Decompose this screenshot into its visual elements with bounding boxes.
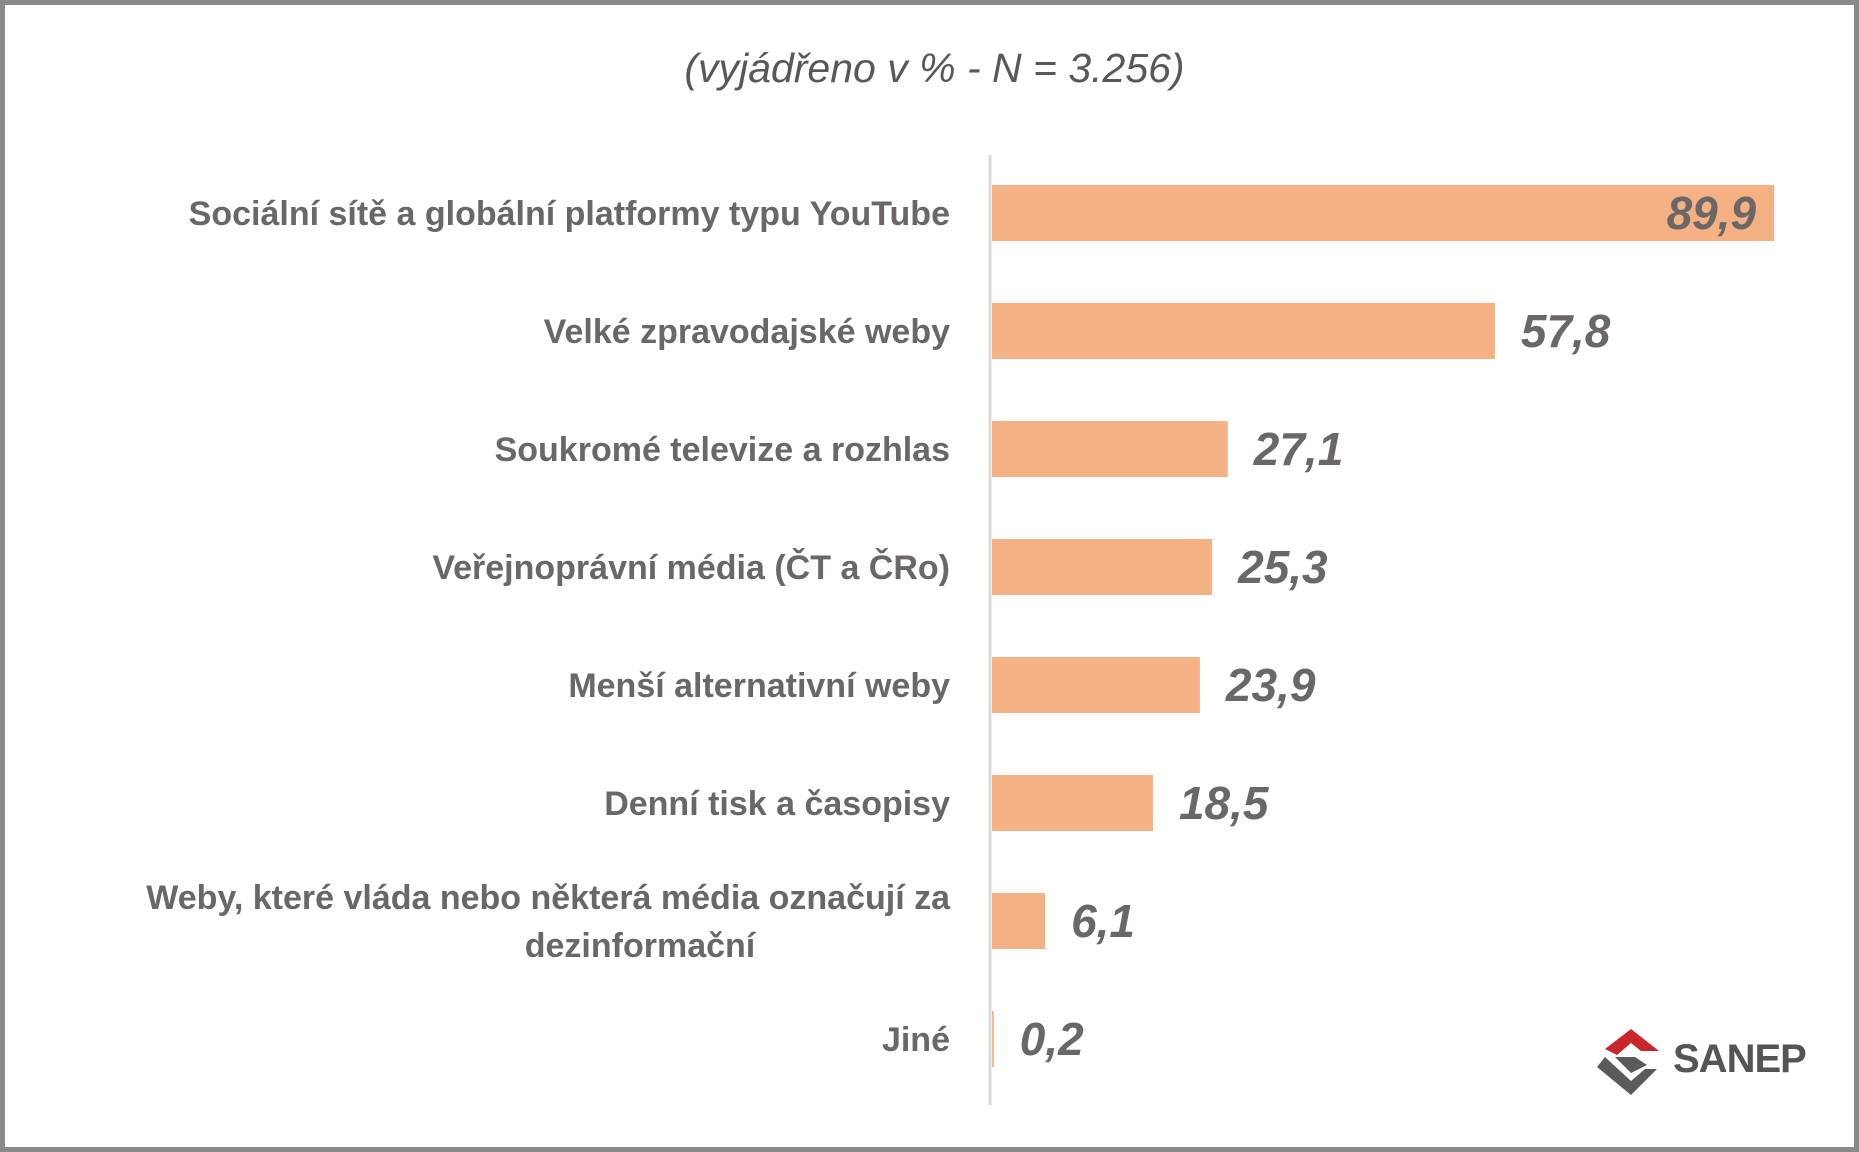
category-labels-group: Sociální sítě a globální platformy typu … (146, 195, 951, 1059)
bar-chart: Sociální sítě a globální platformy typu … (146, 155, 1775, 1105)
bar-2 (992, 421, 1228, 477)
bar-7 (992, 1011, 994, 1067)
category-label-3: Veřejnoprávní média (ČT a ČRo) (432, 548, 950, 587)
sanep-logo: SANEP (1595, 1027, 1825, 1097)
category-label-6: Weby, které vláda nebo některá média ozn… (146, 879, 951, 965)
bar-3 (992, 539, 1213, 595)
value-labels-group: 89,9 57,8 27,1 25,3 23,9 18,5 6,1 0,2 (1020, 187, 1757, 1065)
chart-subtitle: (vyjádřeno v % - N = 3.256) (684, 45, 1185, 91)
bar-4 (992, 657, 1200, 713)
category-label-4: Menší alternativní weby (568, 667, 950, 705)
category-label-2: Soukromé televize a rozhlas (495, 431, 950, 469)
value-label-5: 18,5 (1179, 777, 1270, 829)
value-label-0: 89,9 (1667, 187, 1757, 239)
value-label-3: 25,3 (1237, 541, 1328, 593)
category-label-7: Jiné (882, 1021, 950, 1059)
category-label-0: Sociální sítě a globální platformy typu … (189, 195, 950, 233)
bar-5 (992, 775, 1153, 831)
value-label-2: 27,1 (1253, 423, 1344, 475)
value-label-4: 23,9 (1225, 659, 1316, 711)
sanep-logo-text: SANEP (1673, 1037, 1807, 1081)
bars-group (992, 185, 1775, 1067)
category-label-1: Velké zpravodajské weby (544, 313, 950, 351)
sanep-logo-mark (1597, 1029, 1659, 1095)
bar-6 (992, 893, 1046, 949)
value-label-7: 0,2 (1020, 1013, 1084, 1065)
bar-1 (992, 303, 1495, 359)
category-label-5: Denní tisk a časopisy (604, 785, 950, 823)
value-label-6: 6,1 (1071, 895, 1135, 947)
bar-0 (992, 185, 1775, 241)
value-label-1: 57,8 (1521, 305, 1611, 357)
